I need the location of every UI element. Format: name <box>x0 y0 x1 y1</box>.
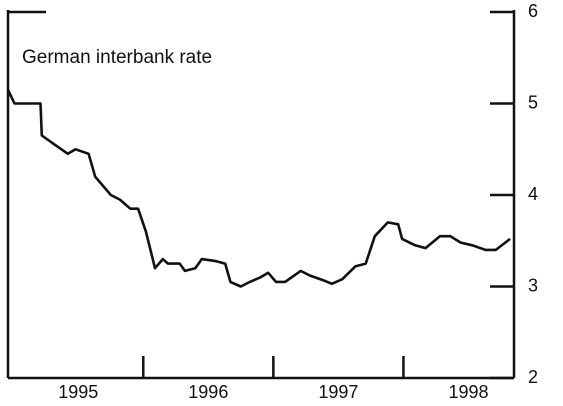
y-tick-label: 2 <box>528 367 538 387</box>
x-tick-label: 1996 <box>188 382 228 402</box>
y-tick-label: 4 <box>528 184 538 204</box>
y-tick-label: 5 <box>528 92 538 112</box>
y-tick-label: 6 <box>528 1 538 21</box>
x-tick-label: 1997 <box>318 382 358 402</box>
x-tick-label: 1995 <box>58 382 98 402</box>
annotation: German interbank rate <box>22 47 212 68</box>
series-line <box>6 89 511 288</box>
y-tick-label: 3 <box>528 275 538 295</box>
x-tick-label: 1998 <box>448 382 488 402</box>
